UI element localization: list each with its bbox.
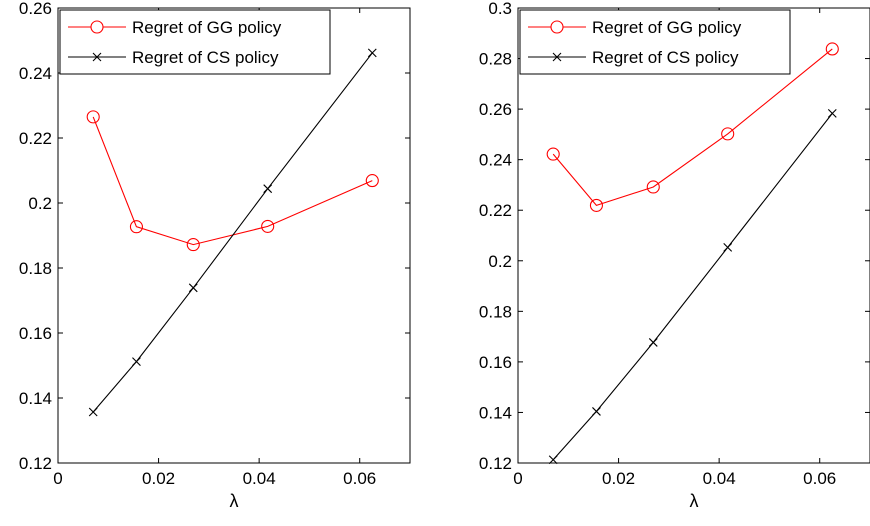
panel-2-y-tick-label: 0.2 [488, 252, 512, 271]
panel-1-y-tick-label: 0.12 [19, 454, 52, 473]
panel-1-series-1-point [261, 219, 275, 233]
panel-1-series-1-line [92, 116, 373, 246]
panel-1-series-1-point [86, 110, 100, 124]
panel-2-axes-frame [517, 7, 870, 464]
panel-2-series-2-point [827, 109, 837, 118]
panel-1-y-tick-label: 0.14 [19, 389, 52, 408]
panel-2-series-1-point [589, 198, 603, 212]
panel-1-series-2-point [263, 184, 273, 194]
panel-2-series-1-point [721, 127, 735, 141]
panel-1-legend-label-2: Regret of CS policy [132, 48, 279, 67]
panel-1-series-1-point [129, 220, 143, 234]
panel-1-legend-marker-2 [92, 52, 102, 62]
panel-1-x-tick-label: 0.06 [343, 469, 376, 488]
panel-2: 0 0.02 0.04 0.06 0.12 0.14 0.16 0.18 0.2 0.22 0.24… [479, 0, 870, 511]
panel-2-series-2-point [592, 407, 601, 416]
panel-1-y-tick-label: 0.18 [19, 259, 52, 278]
panel-1: 0 0.02 0.04 0.06 0.12 0.14 0.16 0.18 0.2 0.22 0.24… [19, 0, 411, 511]
panel-2-y-tick-label: 0.18 [479, 302, 512, 321]
panel-1-y-tick-label: 0.26 [19, 0, 52, 18]
panel-2-y-tick-label: 0.14 [479, 403, 512, 422]
panel-2-y-tick-label: 0.24 [479, 151, 512, 170]
panel-1-series-1-point [365, 174, 379, 188]
panel-1-x-axis-label: λ [230, 491, 239, 511]
panel-2-y-tick-label: 0.3 [488, 0, 512, 18]
panel-1-series-2-point [88, 407, 98, 417]
panel-2-series-1-line [552, 48, 833, 207]
panel-2-y-tick-label: 0.16 [479, 353, 512, 372]
panel-2-series-2-point [648, 338, 658, 347]
panel-1-legend-box [59, 9, 331, 75]
panel-2-series-1-point [646, 180, 660, 194]
panel-2-legend-marker-1 [550, 20, 564, 34]
panel-1-x-tick-label: 0.04 [243, 469, 276, 488]
panel-1-y-tick-label: 0.22 [19, 129, 52, 148]
panel-2-series-1-point [546, 147, 560, 161]
panel-2-series-2-point [723, 242, 733, 252]
panel-2-x-tick-label: 0.02 [602, 469, 635, 488]
panel-1-y-tick-label: 0.24 [19, 64, 52, 83]
panel-1-series-2-point [188, 283, 198, 293]
panel-2-series-2-line [552, 113, 833, 461]
panel-1-x-tick-label: 0 [53, 469, 62, 488]
panel-2-series-2-point [548, 455, 558, 465]
panel-2-legend-box [519, 9, 791, 75]
panel-2-legend-label-1: Regret of GG policy [592, 18, 742, 37]
panel-2-y-tick-label: 0.28 [479, 50, 512, 69]
panel-1-legend-label-1: Regret of GG policy [132, 18, 282, 37]
panel-1-series-2-point [367, 48, 377, 58]
panel-2-legend: Regret of GG policy Regret of CS policy [519, 9, 791, 75]
panel-2-y-tick-label: 0.26 [479, 100, 512, 119]
panel-2-x-tick-label: 0 [513, 469, 522, 488]
panel-1-series-1-point [186, 238, 200, 252]
panel-2-legend-label-2: Regret of CS policy [592, 48, 739, 67]
panel-2-y-tick-label: 0.12 [479, 454, 512, 473]
panel-2-y-tick-label: 0.22 [479, 201, 512, 220]
panel-2-x-tick-label: 0.04 [703, 469, 736, 488]
panel-1-series-2-point [132, 357, 141, 366]
panel-2-series-1-point [825, 42, 839, 56]
panel-1-x-tick-label: 0.02 [142, 469, 175, 488]
panel-1-y-tick-label: 0.2 [28, 194, 52, 213]
panel-1-y-tick-label: 0.16 [19, 324, 52, 343]
panel-1-legend: Regret of GG policy Regret of CS policy [59, 9, 331, 75]
panel-1-legend-marker-1 [90, 20, 104, 34]
panel-2-legend-marker-2 [552, 52, 562, 62]
panel-2-x-axis-label: λ [690, 491, 699, 511]
panel-1-axes-frame [57, 7, 411, 464]
panel-2-x-tick-label: 0.06 [803, 469, 836, 488]
